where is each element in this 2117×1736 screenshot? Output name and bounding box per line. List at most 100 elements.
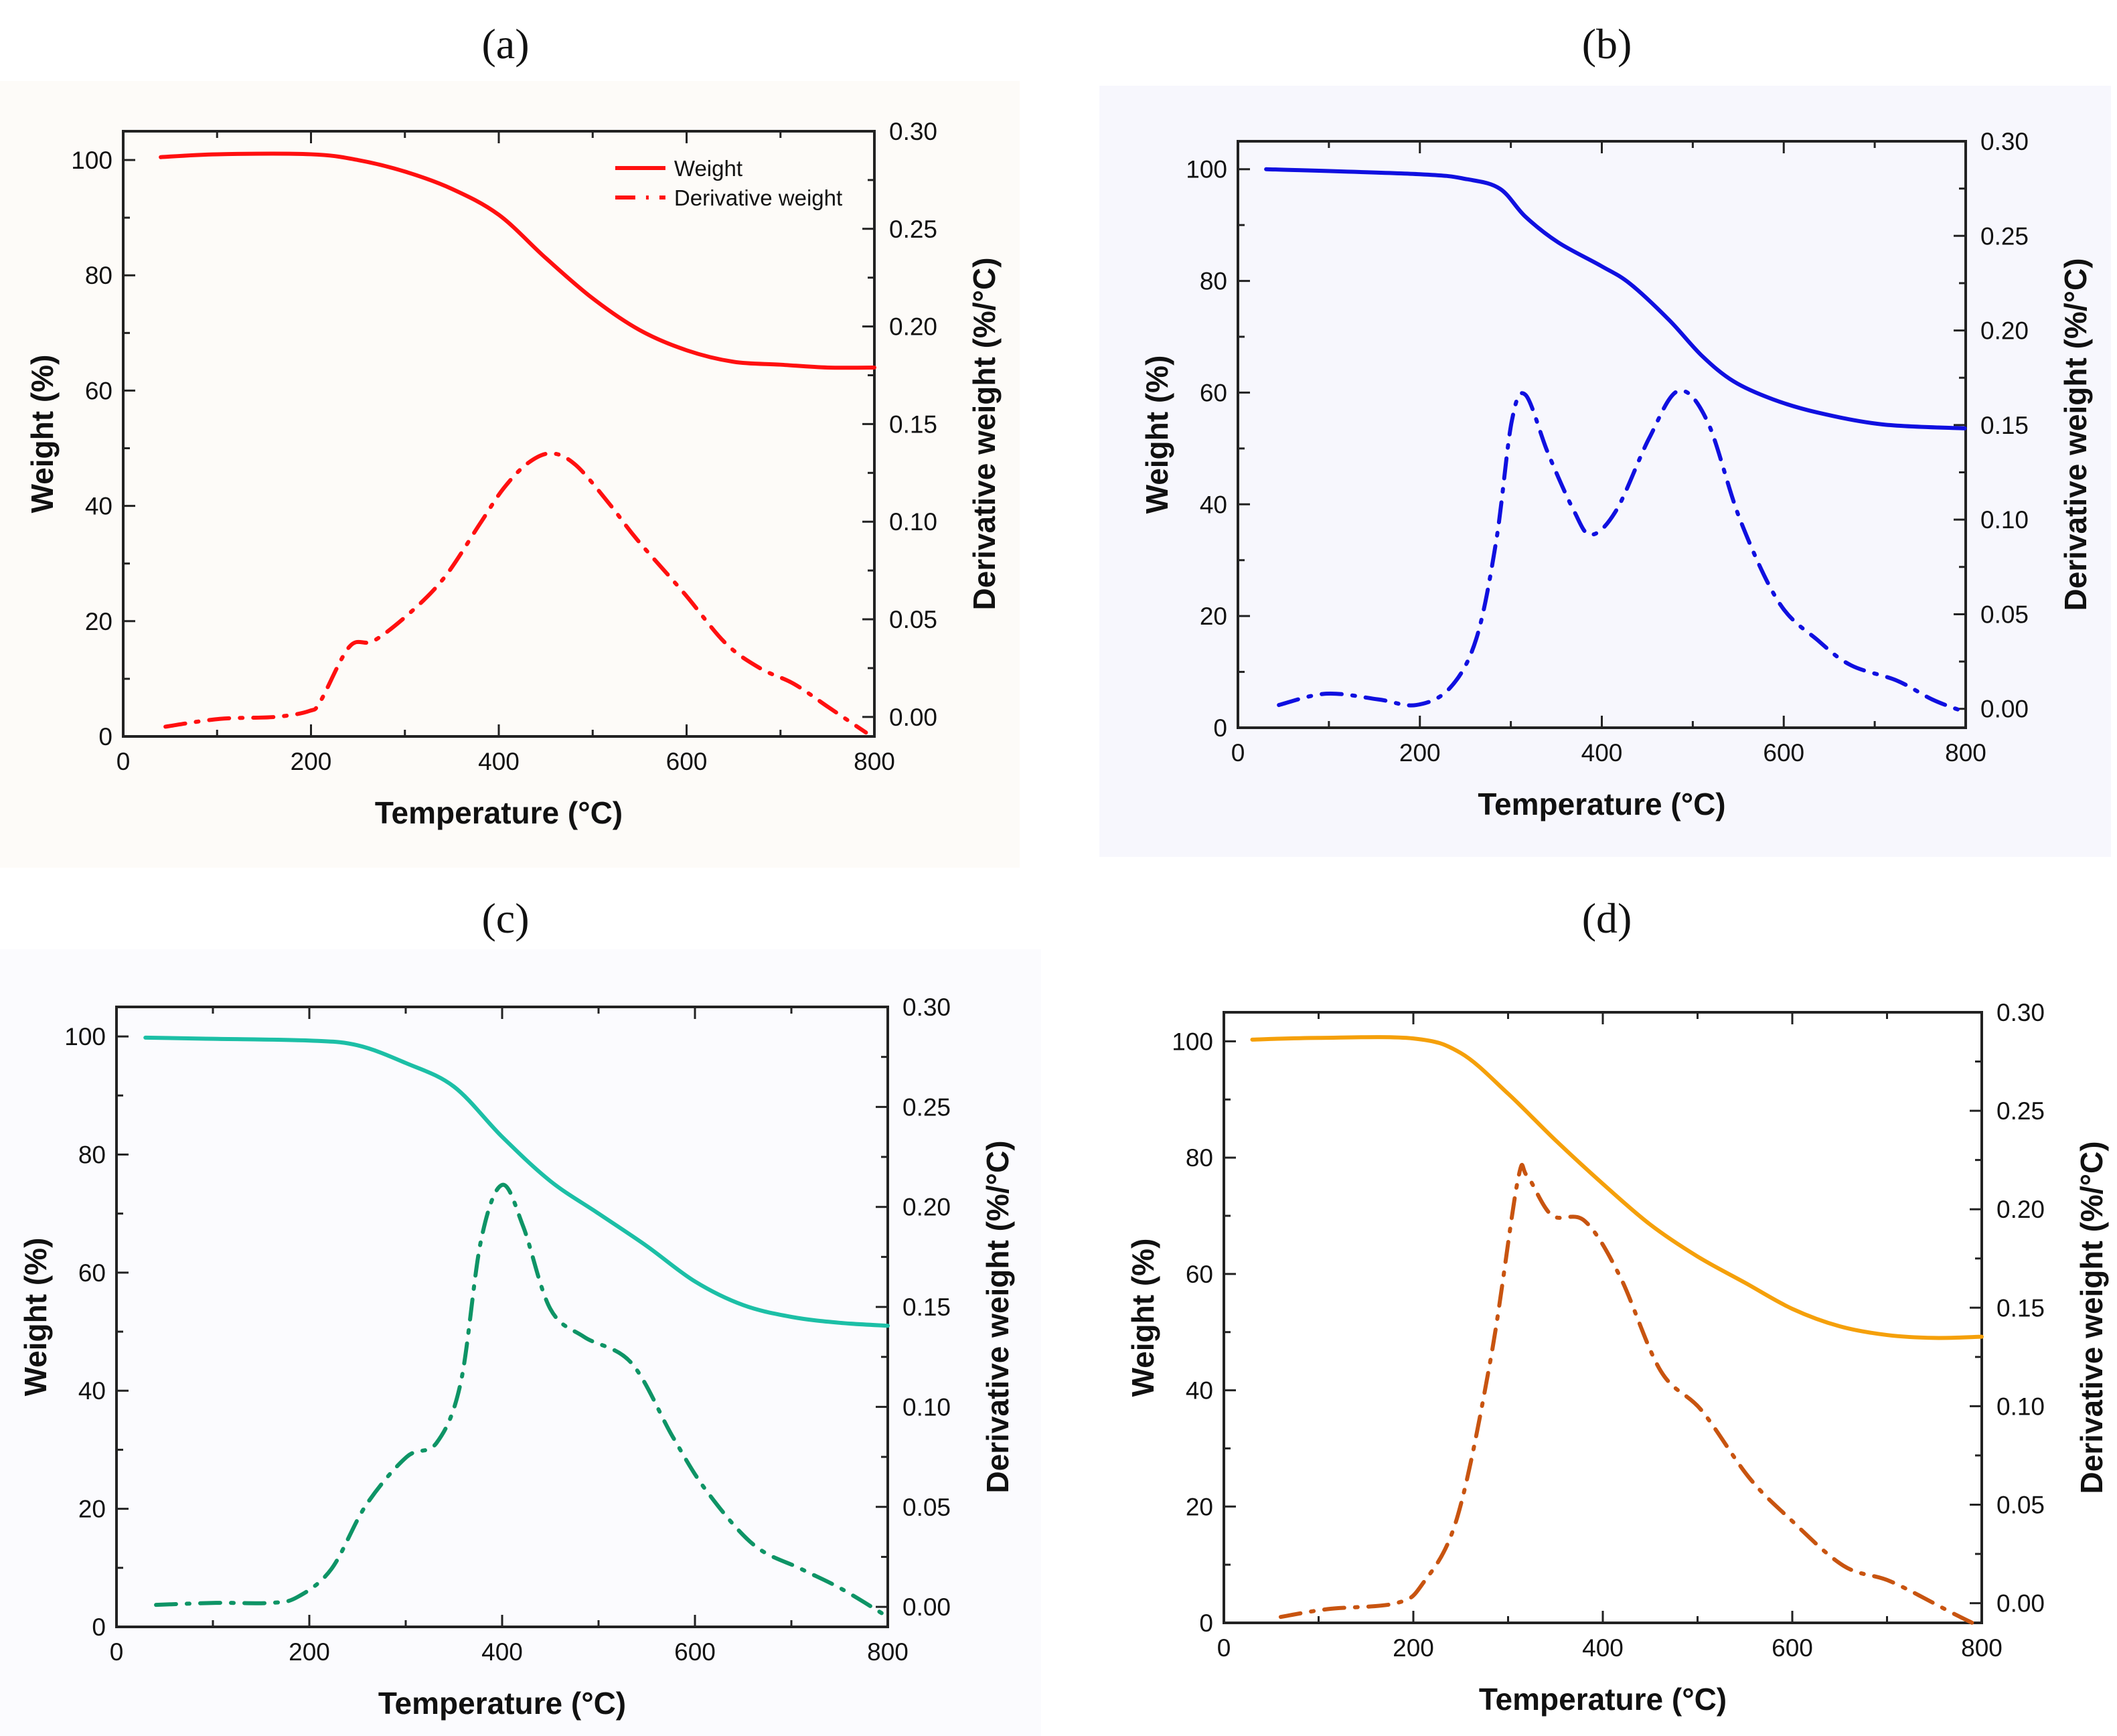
y2-tick-label: 0.00: [889, 704, 937, 731]
y2-tick-label: 0.25: [1996, 1097, 2045, 1125]
x-axis-label: Temperature (°C): [378, 1686, 626, 1721]
x-axis-label: Temperature (°C): [1478, 787, 1725, 821]
y2-tick-label: 0.30: [889, 118, 937, 145]
x-tick-label: 800: [1961, 1634, 2003, 1662]
plot-frame: [1223, 1011, 1983, 1624]
y-tick-label: 80: [78, 1141, 106, 1168]
y2-tick-label: 0.10: [1980, 506, 2029, 534]
y2-tick-label: 0.20: [1996, 1196, 2045, 1223]
weight-line: [159, 151, 876, 370]
y-tick-label: 20: [85, 608, 112, 635]
y-tick-label: 20: [1200, 603, 1227, 630]
plot-frame: [1237, 140, 1967, 729]
x-axis-label: Temperature (°C): [1479, 1682, 1727, 1717]
panel-title: (d): [1582, 894, 1632, 942]
y-axis-label: Weight (%): [18, 1238, 53, 1397]
y2-tick-label: 0.15: [889, 410, 937, 438]
derivative-weight-line: [1278, 1163, 1974, 1625]
x-tick-label: 0: [1217, 1634, 1231, 1662]
panel-background: [1099, 949, 2111, 1736]
x-tick-label: 400: [1582, 1634, 1624, 1662]
x-tick-label: 800: [854, 748, 895, 775]
y2-tick-label: 0.00: [1980, 696, 2029, 723]
weight-line: [143, 1035, 890, 1328]
y-tick-label: 100: [1186, 156, 1227, 183]
y-tick-label: 40: [1200, 491, 1227, 518]
y2-tick-label: 0.30: [903, 994, 951, 1021]
y2-tick-label: 0.30: [1996, 999, 2045, 1026]
y2-axis-label: Derivative weight (%/°C): [2058, 258, 2093, 611]
x-tick-label: 200: [1399, 739, 1441, 767]
y2-axis-label: Derivative weight (%/°C): [2074, 1141, 2109, 1494]
y2-axis-label: Derivative weight (%/°C): [980, 1140, 1015, 1493]
x-tick-label: 200: [289, 1638, 330, 1666]
derivative-weight-line: [154, 1182, 890, 1620]
y2-tick-label: 0.10: [903, 1393, 951, 1421]
y2-tick-label: 0.25: [903, 1093, 951, 1121]
y2-tick-label: 0.05: [889, 606, 937, 633]
y2-tick-label: 0.00: [1996, 1590, 2045, 1617]
x-tick-label: 800: [867, 1638, 909, 1666]
legend-label: Weight: [674, 156, 742, 181]
x-tick-label: 200: [1393, 1634, 1434, 1662]
x-tick-label: 600: [674, 1638, 716, 1666]
derivative-weight-line: [163, 451, 868, 735]
y2-tick-label: 0.20: [1980, 317, 2029, 345]
weight-line: [1264, 167, 1967, 430]
chart-panel-c: (c) 0 200 400 600 800 0 20 40 60 80 100 0.00 0.05 0.10…: [0, 894, 1041, 1736]
panel-background: [0, 949, 1041, 1736]
x-axis-label: Temperature (°C): [375, 795, 623, 830]
legend: Weight Derivative weight: [615, 156, 842, 210]
y2-tick-label: 0.30: [1980, 128, 2029, 155]
y-tick-label: 20: [78, 1496, 106, 1523]
y-axis-label: Weight (%): [1125, 1239, 1160, 1397]
y2-tick-label: 0.20: [903, 1194, 951, 1221]
y-tick-label: 60: [1200, 379, 1227, 406]
x-tick-label: 0: [116, 748, 131, 775]
y-tick-label: 100: [71, 147, 112, 174]
x-tick-label: 800: [1945, 739, 1986, 767]
y2-tick-label: 0.05: [1996, 1491, 2045, 1518]
y-tick-label: 60: [1186, 1261, 1213, 1288]
y2-tick-label: 0.15: [1980, 412, 2029, 439]
y2-tick-label: 0.15: [903, 1293, 951, 1321]
y2-axis-label: Derivative weight (%/°C): [967, 257, 1002, 610]
y-tick-label: 40: [85, 493, 112, 520]
y-tick-label: 60: [85, 377, 112, 404]
y-tick-label: 80: [1186, 1144, 1213, 1172]
weight-line: [1250, 1035, 1984, 1340]
y2-tick-label: 0.00: [903, 1593, 951, 1621]
y-tick-label: 0: [1199, 1609, 1213, 1637]
x-tick-label: 600: [666, 748, 708, 775]
y-axis-label: Weight (%): [25, 355, 60, 514]
y-tick-label: 20: [1186, 1493, 1213, 1520]
x-tick-label: 400: [1581, 739, 1623, 767]
x-tick-label: 200: [291, 748, 332, 775]
y-tick-label: 100: [1172, 1028, 1213, 1055]
chart-panel-a: (a) 0 200 400 600 800 0 20 40 60 80 100 0.00 0.05 0.10…: [0, 20, 1020, 868]
plot-frame: [115, 1006, 889, 1628]
y2-tick-label: 0.25: [1980, 222, 2029, 250]
chart-panel-d: (d) 0 200 400 600 800 0 20 40 60 80 100 0.00 0.05 0.10…: [1099, 894, 2111, 1736]
panel-title: (c): [481, 894, 529, 942]
chart-panel-b: (b) 0 200 400 600 800 0 20 40 60 80 100 0.00 0.05 0.10…: [1099, 20, 2111, 857]
y2-tick-label: 0.10: [1996, 1393, 2045, 1420]
y2-tick-label: 0.15: [1996, 1294, 2045, 1322]
y-tick-label: 0: [1213, 714, 1227, 742]
x-tick-label: 600: [1763, 739, 1804, 767]
derivative-weight-line: [1277, 388, 1964, 713]
y2-tick-label: 0.10: [889, 508, 937, 536]
x-tick-label: 600: [1772, 1634, 1813, 1662]
panel-title: (a): [481, 20, 529, 68]
legend-label: Derivative weight: [674, 185, 842, 210]
x-tick-label: 0: [110, 1638, 124, 1666]
y-tick-label: 60: [78, 1259, 106, 1287]
y-tick-label: 0: [98, 723, 112, 751]
y-tick-label: 0: [92, 1613, 106, 1641]
y2-tick-label: 0.05: [903, 1494, 951, 1521]
x-tick-label: 400: [478, 748, 520, 775]
y2-tick-label: 0.05: [1980, 601, 2029, 628]
plot-frame: [122, 130, 876, 738]
